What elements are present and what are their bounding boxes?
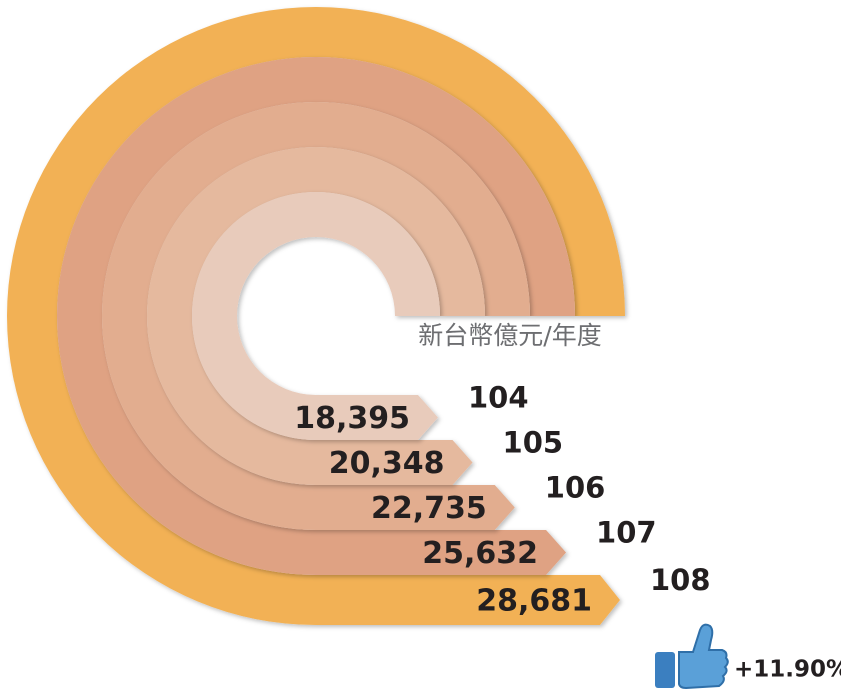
year-label: 104 xyxy=(468,381,529,415)
value-label: 25,632 xyxy=(422,536,538,571)
year-label: 108 xyxy=(650,563,711,597)
value-label: 18,395 xyxy=(294,401,410,436)
value-label: 28,681 xyxy=(476,584,592,619)
unit-label: 新台幣億元/年度 xyxy=(418,321,601,350)
change-label: +11.90% xyxy=(734,657,841,683)
value-label: 22,735 xyxy=(371,491,487,526)
year-label: 106 xyxy=(545,471,606,505)
year-label: 105 xyxy=(503,426,564,460)
ring-bar xyxy=(147,147,485,485)
ring-bar xyxy=(102,102,530,530)
year-label: 107 xyxy=(596,516,657,550)
thumb-icon xyxy=(655,623,729,690)
value-label: 20,348 xyxy=(329,446,445,481)
rings xyxy=(7,7,625,625)
ring-bar xyxy=(192,192,440,440)
